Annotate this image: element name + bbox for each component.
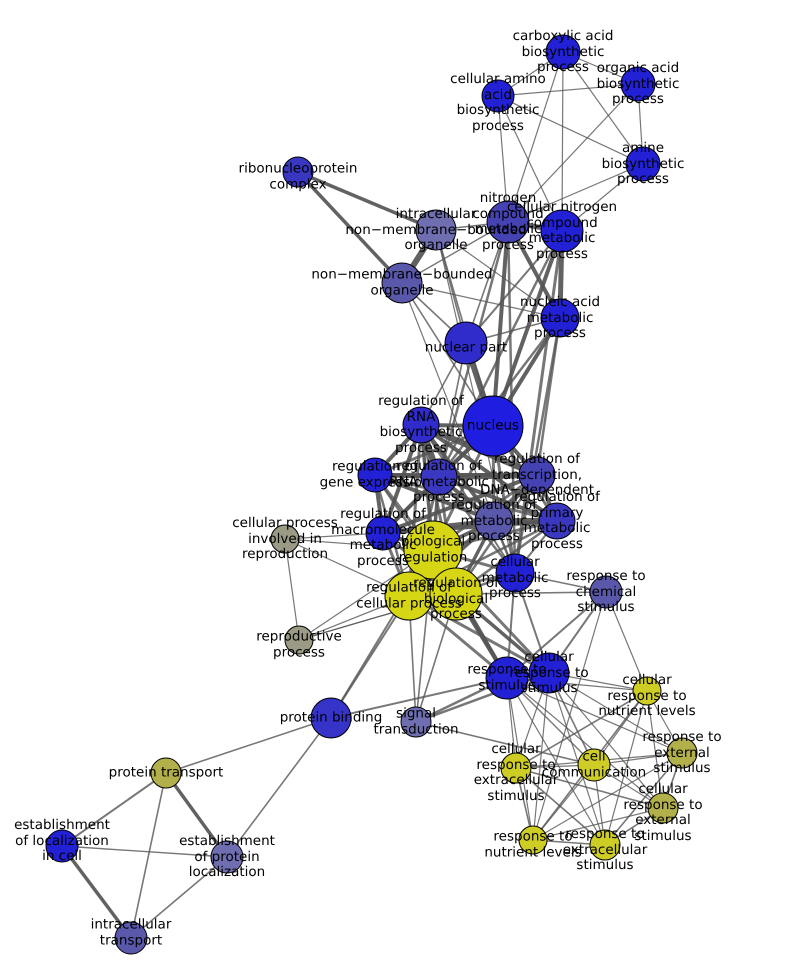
graph-node-regulation-of-cellular-process[interactable] — [384, 571, 434, 621]
graph-edge — [415, 721, 595, 766]
graph-node-intracellular-transport[interactable] — [114, 921, 148, 955]
graph-node-establishment-of-protein-localization[interactable] — [210, 840, 244, 874]
graph-edge — [532, 752, 683, 841]
graph-edge — [296, 170, 404, 285]
graph-edge — [437, 475, 559, 523]
graph-node-regulation-of-primary-metabolic-process[interactable] — [538, 502, 576, 540]
graph-edge — [165, 717, 332, 774]
graph-edge — [548, 672, 606, 846]
graph-edge — [507, 83, 639, 223]
graph-edge — [515, 767, 664, 809]
nodes-layer — [45, 34, 698, 955]
graph-edge — [515, 690, 648, 769]
graph-edge — [532, 807, 664, 841]
graph-edge — [506, 677, 606, 846]
graph-node-cellular-response-to-nutrient-levels[interactable] — [632, 676, 662, 706]
graph-node-response-to-chemical-stimulus[interactable] — [589, 575, 623, 609]
graph-edge — [373, 473, 496, 523]
graph-edge — [497, 95, 644, 165]
graph-node-non-membrane-bounded-organelle[interactable] — [381, 262, 423, 304]
graph-edge — [437, 229, 564, 479]
graph-node-regulation-of-rna-biosynthetic-process[interactable] — [402, 406, 440, 444]
graph-node-nitrogen-compound-metabolic-process[interactable] — [486, 200, 530, 244]
graph-node-biological-regulation[interactable] — [403, 520, 463, 580]
graph-node-nucleus[interactable] — [462, 395, 524, 457]
graph-edge — [296, 170, 438, 232]
graph-node-cellular-response-to-extracellular-stimulus[interactable] — [500, 752, 532, 784]
graph-node-signal-transduction[interactable] — [400, 706, 432, 738]
graph-edge — [330, 677, 508, 719]
graph-edge — [515, 767, 606, 846]
graph-node-regulation-of-gene-expression[interactable] — [357, 457, 393, 493]
graph-node-regulation-of-metabolic-process[interactable] — [474, 501, 514, 541]
graph-edge — [506, 677, 664, 809]
graph-edge — [401, 282, 561, 319]
edges-layer — [60, 51, 683, 940]
graph-edge — [130, 772, 167, 939]
graph-edge — [465, 230, 563, 344]
graph-node-response-to-nutrient-levels[interactable] — [518, 825, 548, 855]
graph-edge — [605, 591, 648, 692]
graph-edge — [435, 229, 561, 319]
graph-node-intracellular-non-membrane-bounded-organelle[interactable] — [415, 209, 457, 251]
graph-edge — [506, 677, 683, 754]
graph-node-cell-communication[interactable] — [577, 748, 611, 782]
graph-edge — [164, 771, 229, 859]
graph-node-protein-transport[interactable] — [150, 757, 182, 789]
graph-node-reproductive-process[interactable] — [284, 625, 314, 655]
graph-edge — [506, 591, 607, 679]
graph-edge — [381, 423, 423, 535]
graph-node-nucleic-acid-metabolic-process[interactable] — [540, 298, 580, 338]
graph-edge — [532, 672, 550, 841]
graph-edge — [646, 690, 664, 809]
graph-node-amine-biosynthetic-process[interactable] — [625, 146, 661, 182]
graph-edge — [491, 220, 510, 428]
graph-edge — [497, 95, 563, 232]
graph-node-cellular-nitrogen-compound-metabolic-process[interactable] — [540, 209, 584, 253]
graph-edge — [497, 83, 639, 97]
graph-edge — [507, 163, 644, 223]
graph-node-regulation-of-biological-process[interactable] — [429, 567, 483, 621]
graph-edge — [491, 229, 564, 428]
graph-node-protein-binding[interactable] — [310, 697, 352, 739]
graph-node-cellular-amino-acid-biosynthetic-process[interactable] — [481, 79, 515, 113]
graph-node-establishment-of-localization-in-cell[interactable] — [45, 829, 79, 863]
graph-edge — [61, 845, 228, 858]
graph-node-regulation-of-macromolecule-metabolic-process[interactable] — [365, 515, 401, 551]
graph-edge — [604, 752, 683, 846]
graph-edge — [507, 51, 564, 223]
graph-node-cellular-metabolic-process[interactable] — [495, 553, 535, 593]
graph-node-response-to-stimulus[interactable] — [485, 656, 529, 700]
graph-node-regulation-of-transcription-dna-dependent[interactable] — [518, 456, 556, 494]
graph-edge — [548, 672, 664, 809]
graph-node-nuclear-part[interactable] — [444, 321, 488, 365]
graph-node-organic-acid-biosynthetic-process[interactable] — [620, 66, 656, 102]
graph-edge — [284, 538, 300, 641]
graph-edge — [513, 229, 564, 575]
graph-edge — [130, 856, 228, 939]
graph-node-carboxylic-acid-biosynthetic-process[interactable] — [545, 34, 581, 70]
graph-node-cellular-response-to-external-stimulus[interactable] — [647, 792, 679, 824]
graph-edge — [561, 51, 564, 232]
graph-node-response-to-external-stimulus[interactable] — [666, 737, 698, 769]
graph-edge — [61, 772, 167, 847]
graph-edge — [562, 51, 644, 165]
graph-node-response-to-extracellular-stimulus[interactable] — [589, 829, 621, 861]
graph-edge — [604, 690, 648, 846]
graph-node-regulation-of-rna-metabolic-process[interactable] — [420, 458, 458, 496]
graph-edge — [548, 672, 683, 754]
graph-edge — [373, 473, 559, 523]
graph-edge — [60, 844, 133, 940]
graph-edge — [226, 717, 332, 858]
graph-node-cellular-response-to-stimulus[interactable] — [528, 652, 570, 694]
graph-node-ribonucleoprotein-complex[interactable] — [282, 156, 314, 188]
graph-node-cellular-process-involved-in-reproduction[interactable] — [270, 524, 300, 554]
